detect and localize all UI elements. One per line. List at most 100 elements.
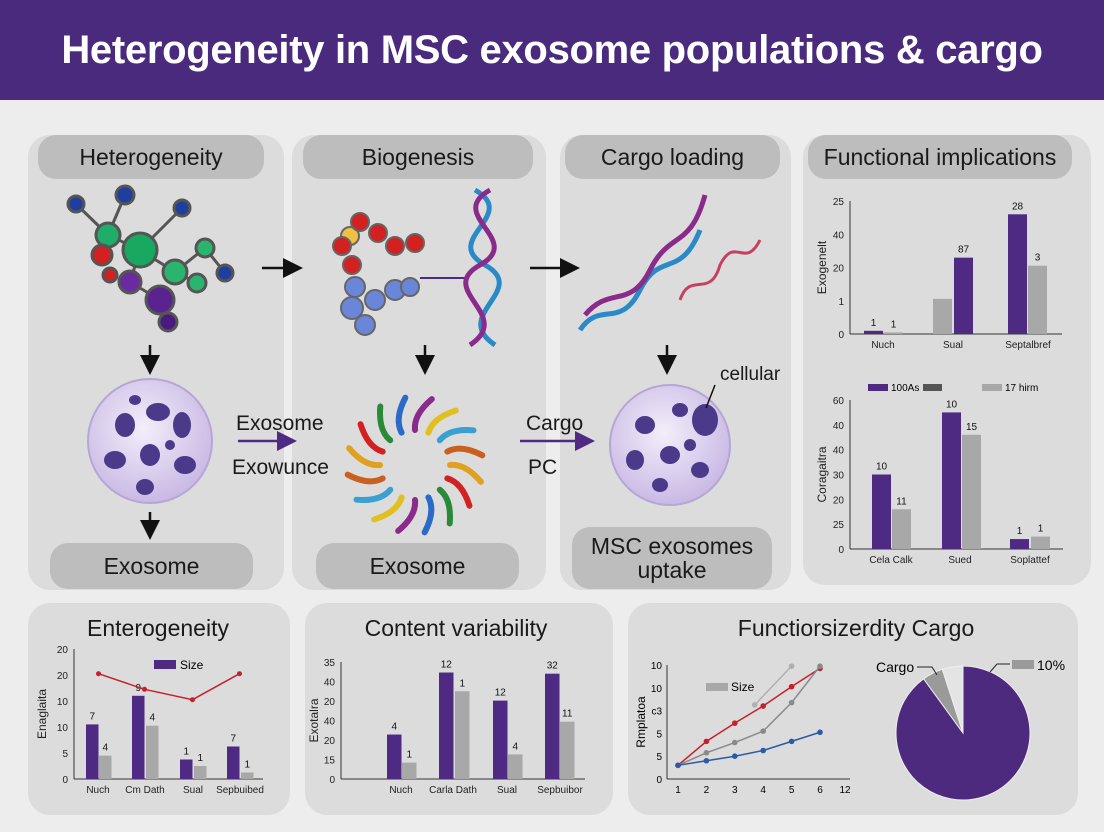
ribbon-strand bbox=[344, 471, 386, 485]
data-label: 7 bbox=[89, 711, 95, 722]
exosome-label: Exosome bbox=[236, 412, 324, 435]
y-tick-label: 0 bbox=[656, 775, 662, 786]
bar bbox=[872, 474, 891, 549]
ribbon-strand bbox=[436, 486, 453, 527]
bar bbox=[387, 734, 402, 779]
ribbon-strand bbox=[411, 396, 435, 433]
bar bbox=[86, 724, 99, 779]
heterogeneity-title: Heterogeneity bbox=[38, 135, 264, 179]
data-label: 1 bbox=[1038, 524, 1044, 535]
data-label: 1 bbox=[459, 678, 465, 689]
bar bbox=[933, 298, 952, 334]
y-tick-label: 40 bbox=[833, 446, 845, 457]
cellular-callout: cellular bbox=[720, 364, 781, 385]
data-label: 4 bbox=[512, 741, 518, 752]
page-title: Heterogeneity in MSC exosome populations… bbox=[0, 0, 1104, 100]
ribbon-strand bbox=[447, 461, 484, 485]
legend-label: Size bbox=[731, 680, 755, 694]
protein-chain-icon bbox=[332, 212, 465, 336]
bar bbox=[241, 772, 254, 779]
line-point bbox=[817, 663, 823, 669]
leader-line bbox=[917, 666, 938, 676]
vesicle-icon bbox=[87, 378, 213, 504]
line-point bbox=[760, 728, 766, 734]
data-label: 1 bbox=[244, 760, 250, 771]
ribbon-strand bbox=[377, 403, 394, 444]
legend-swatch bbox=[868, 384, 888, 391]
y-tick-label: 20 bbox=[57, 645, 69, 656]
bar bbox=[194, 766, 207, 779]
bar bbox=[954, 257, 973, 334]
bar bbox=[942, 412, 961, 549]
x-tick-label: Nuch bbox=[389, 785, 412, 796]
x-tick-label: Nuch bbox=[86, 785, 109, 796]
data-label: 10 bbox=[876, 462, 888, 473]
y-tick-label: 5 bbox=[62, 749, 68, 760]
data-label: 7 bbox=[230, 734, 236, 745]
data-label: 15 bbox=[966, 422, 978, 433]
y-tick-label: 0 bbox=[838, 545, 844, 556]
bar bbox=[493, 700, 508, 779]
line-point bbox=[703, 757, 710, 764]
y-tick-label: 20 bbox=[833, 495, 845, 506]
biogenesis-title: Biogenesis bbox=[303, 135, 533, 179]
line-point bbox=[788, 663, 795, 669]
bar bbox=[146, 725, 159, 779]
cargo-loading-title: Cargo loading bbox=[565, 135, 780, 179]
data-label: 4 bbox=[102, 743, 108, 754]
functional-implications-title: Functional implications bbox=[808, 135, 1072, 179]
arrow-right-icon bbox=[238, 258, 595, 451]
line-point bbox=[788, 738, 795, 745]
line-point bbox=[760, 747, 766, 754]
y-tick-label: 25 bbox=[833, 197, 845, 208]
y-tick-label: 20 bbox=[324, 697, 336, 708]
bar bbox=[508, 754, 523, 779]
x-tick-label: Cm Dath bbox=[125, 785, 164, 796]
y-axis-label: Enaglaita bbox=[35, 689, 49, 739]
y-axis-label: Rmplatoa bbox=[634, 696, 648, 748]
x-tick-label: Nuch bbox=[871, 340, 894, 351]
x-tick-label: Carla Dath bbox=[429, 785, 477, 796]
bar bbox=[402, 762, 417, 779]
data-label: 1 bbox=[871, 318, 877, 329]
pie-label-cargo: Cargo bbox=[876, 659, 914, 675]
bar bbox=[892, 509, 911, 549]
data-label: 11 bbox=[896, 496, 907, 507]
pc-label: PC bbox=[528, 456, 558, 479]
x-tick-label: 3 bbox=[732, 785, 738, 796]
legend-label: 100As bbox=[891, 383, 919, 394]
data-label: 1 bbox=[406, 750, 412, 761]
bar bbox=[1028, 265, 1047, 334]
line-point bbox=[190, 697, 195, 703]
y-tick-label: 1 bbox=[838, 297, 844, 308]
content-variability-title: Content variability bbox=[364, 615, 548, 641]
data-label: 1 bbox=[197, 753, 203, 764]
ribbon-strand bbox=[353, 486, 394, 503]
y-tick-label: 5 bbox=[656, 729, 662, 740]
series-line bbox=[677, 665, 821, 767]
bar bbox=[560, 721, 575, 779]
bar bbox=[455, 691, 470, 779]
line-point bbox=[703, 749, 710, 756]
y-tick-label: 20 bbox=[324, 736, 336, 747]
bar bbox=[99, 755, 112, 779]
ribbon-strand bbox=[346, 445, 383, 469]
legend-swatch bbox=[154, 660, 176, 669]
x-tick-label: 1 bbox=[675, 785, 681, 796]
line-point bbox=[96, 671, 101, 677]
bar bbox=[227, 746, 240, 779]
y-tick-label: c3 bbox=[651, 707, 662, 718]
x-tick-label: 6 bbox=[817, 785, 823, 796]
legend-swatch bbox=[923, 384, 942, 391]
data-label: 87 bbox=[958, 245, 970, 256]
y-tick-label: 20 bbox=[57, 671, 69, 682]
y-tick-label: 35 bbox=[324, 658, 336, 669]
y-axis-label: Exogenelt bbox=[815, 240, 829, 294]
data-label: 11 bbox=[562, 709, 573, 720]
x-tick-label: 12 bbox=[839, 785, 851, 796]
y-tick-label: 0 bbox=[329, 775, 335, 786]
data-label: 4 bbox=[149, 713, 155, 724]
data-label: 3 bbox=[1035, 253, 1041, 264]
legend-swatch bbox=[1012, 660, 1034, 669]
y-tick-label: 40 bbox=[833, 421, 845, 432]
